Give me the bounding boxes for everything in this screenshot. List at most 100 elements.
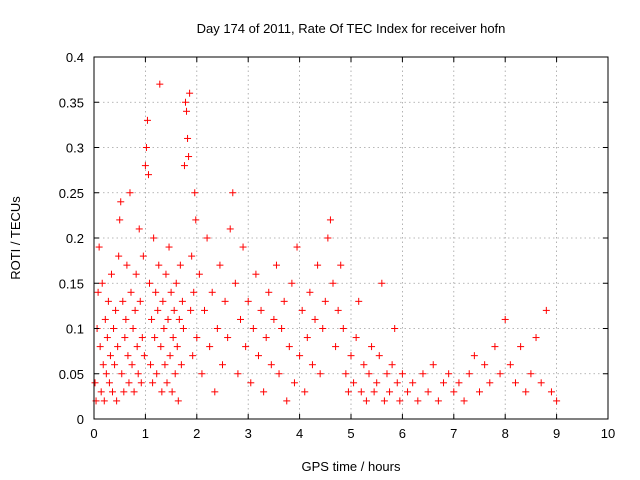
data-point <box>404 388 412 396</box>
data-point <box>486 379 494 387</box>
data-point <box>105 379 113 387</box>
data-point <box>140 352 148 360</box>
data-point <box>368 343 376 351</box>
data-point <box>306 288 314 296</box>
data-point <box>319 325 327 332</box>
data-point <box>229 189 237 197</box>
data-point <box>517 343 525 351</box>
data-point <box>213 325 221 332</box>
data-point <box>285 343 293 351</box>
data-point <box>334 306 342 314</box>
data-point <box>175 315 183 323</box>
data-point <box>355 297 363 305</box>
data-point <box>121 334 129 342</box>
data-point <box>296 352 304 360</box>
data-point <box>170 306 178 314</box>
data-point <box>239 243 247 251</box>
data-point <box>270 315 278 323</box>
data-point <box>150 234 158 242</box>
data-point <box>219 361 226 369</box>
data-point <box>378 279 386 287</box>
data-point <box>124 352 132 360</box>
data-point <box>278 325 286 332</box>
data-point <box>391 325 399 332</box>
data-point <box>96 343 104 351</box>
data-point <box>100 397 108 405</box>
data-point <box>193 334 201 342</box>
data-point <box>103 334 111 342</box>
data-point <box>192 216 200 224</box>
data-point <box>265 288 273 296</box>
data-point <box>189 352 197 360</box>
data-point <box>234 370 242 378</box>
data-point <box>163 379 171 387</box>
data-point <box>522 388 530 396</box>
data-point <box>112 306 120 314</box>
data-point <box>491 343 499 351</box>
data-point <box>511 379 519 387</box>
data-point <box>419 370 427 378</box>
data-point <box>208 288 216 296</box>
data-point <box>257 306 265 314</box>
data-point <box>156 80 164 88</box>
data-point <box>133 343 141 351</box>
data-point <box>148 315 156 323</box>
data-point <box>326 216 334 224</box>
data-point <box>153 370 161 378</box>
data-point <box>157 343 165 351</box>
data-point <box>547 388 555 396</box>
data-point <box>138 334 146 342</box>
data-point <box>131 306 139 314</box>
data-point <box>97 388 105 396</box>
data-point <box>174 397 182 405</box>
data-point <box>99 361 107 369</box>
data-point <box>102 370 110 378</box>
data-point <box>104 297 112 305</box>
x-tick-label: 7 <box>450 426 457 441</box>
data-point <box>195 270 203 278</box>
data-point <box>188 252 196 260</box>
data-point <box>434 397 442 405</box>
data-point <box>159 297 167 305</box>
data-point <box>254 352 262 360</box>
data-point <box>164 315 172 323</box>
y-tick-label: 0.15 <box>59 276 84 291</box>
data-point <box>139 252 147 260</box>
data-point <box>252 270 260 278</box>
data-point <box>135 225 143 233</box>
data-point <box>134 370 142 378</box>
x-tick-label: 5 <box>347 426 354 441</box>
data-point <box>332 343 340 351</box>
data-point <box>101 315 109 323</box>
data-point <box>110 325 118 332</box>
data-point <box>211 388 219 396</box>
data-point <box>166 352 174 360</box>
data-point <box>185 153 193 161</box>
data-point <box>176 261 184 269</box>
data-point <box>301 388 309 396</box>
data-point <box>308 361 316 369</box>
data-point <box>396 397 404 405</box>
data-point <box>165 243 173 251</box>
data-point <box>126 189 134 197</box>
y-tick-label: 0.1 <box>66 322 84 337</box>
y-tick-label: 0.25 <box>59 186 84 201</box>
y-tick-label: 0.05 <box>59 367 84 382</box>
data-point <box>262 334 270 342</box>
data-point <box>158 388 166 396</box>
data-point <box>537 379 545 387</box>
data-point <box>267 361 275 369</box>
data-point <box>314 261 322 269</box>
data-point <box>115 252 123 260</box>
data-point <box>118 370 126 378</box>
data-point <box>440 379 448 387</box>
data-point <box>409 379 417 387</box>
data-point <box>339 325 347 332</box>
data-point <box>542 306 550 314</box>
data-point <box>249 325 257 332</box>
y-axis-label: ROTI / TECUs <box>8 196 23 280</box>
data-point <box>290 379 298 387</box>
data-point <box>231 279 239 287</box>
data-point <box>226 225 234 233</box>
data-point <box>357 388 365 396</box>
